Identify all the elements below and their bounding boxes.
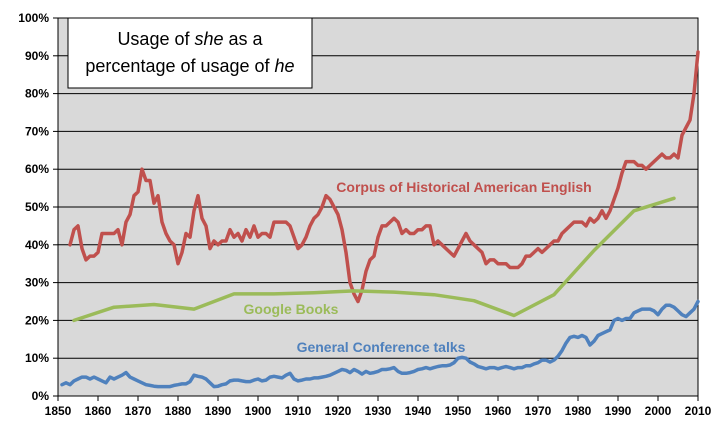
x-tick-label: 1920	[325, 404, 352, 418]
y-tick-label: 70%	[25, 124, 49, 138]
x-tick-label: 1880	[165, 404, 192, 418]
y-tick-label: 30%	[25, 276, 49, 290]
chart-title-box: Usage of she as a percentage of usage of…	[67, 17, 313, 89]
x-tick-label: 2010	[685, 404, 712, 418]
x-tick-label: 1940	[405, 404, 432, 418]
chart-title-line-1: Usage of she as a	[117, 29, 263, 49]
x-tick-label: 1990	[605, 404, 632, 418]
x-tick-label: 2000	[645, 404, 672, 418]
x-tick-label: 1950	[445, 404, 472, 418]
y-tick-label: 10%	[25, 351, 49, 365]
google-books-series-label: Google Books	[244, 301, 339, 317]
y-tick-label: 20%	[25, 313, 49, 327]
y-tick-label: 50%	[25, 200, 49, 214]
x-tick-label: 1870	[125, 404, 152, 418]
x-tick-label: 1850	[45, 404, 72, 418]
y-tick-label: 40%	[25, 238, 49, 252]
x-tick-label: 1980	[565, 404, 592, 418]
y-axis-ticks: 0% 10% 20% 30% 40% 50% 60% 70% 80% 90% 100%	[18, 11, 58, 403]
general-conference-series-label: General Conference talks	[297, 339, 466, 355]
x-tick-label: 1860	[85, 404, 112, 418]
y-tick-label: 100%	[18, 11, 49, 25]
coha-series-line	[68, 50, 700, 304]
y-tick-label: 60%	[25, 162, 49, 176]
chart-title-line-2: percentage of usage of he	[85, 56, 294, 76]
series-labels: Corpus of Historical American English Goo…	[244, 179, 592, 355]
x-tick-label: 1910	[285, 404, 312, 418]
x-axis-ticks: 1850 1860 1870 1880 1890 1900 1910 1920 1930 1940…	[45, 396, 712, 418]
google-books-series-line	[72, 196, 676, 323]
general-conference-series-line	[60, 299, 700, 389]
y-tick-label: 80%	[25, 87, 49, 101]
x-tick-label: 1960	[485, 404, 512, 418]
x-tick-label: 1900	[245, 404, 272, 418]
y-tick-label: 0%	[32, 389, 50, 403]
coha-series-label: Corpus of Historical American English	[336, 179, 591, 195]
x-tick-label: 1970	[525, 404, 552, 418]
x-tick-label: 1890	[205, 404, 232, 418]
series-group	[60, 50, 700, 389]
y-tick-label: 90%	[25, 49, 49, 63]
x-tick-label: 1930	[365, 404, 392, 418]
